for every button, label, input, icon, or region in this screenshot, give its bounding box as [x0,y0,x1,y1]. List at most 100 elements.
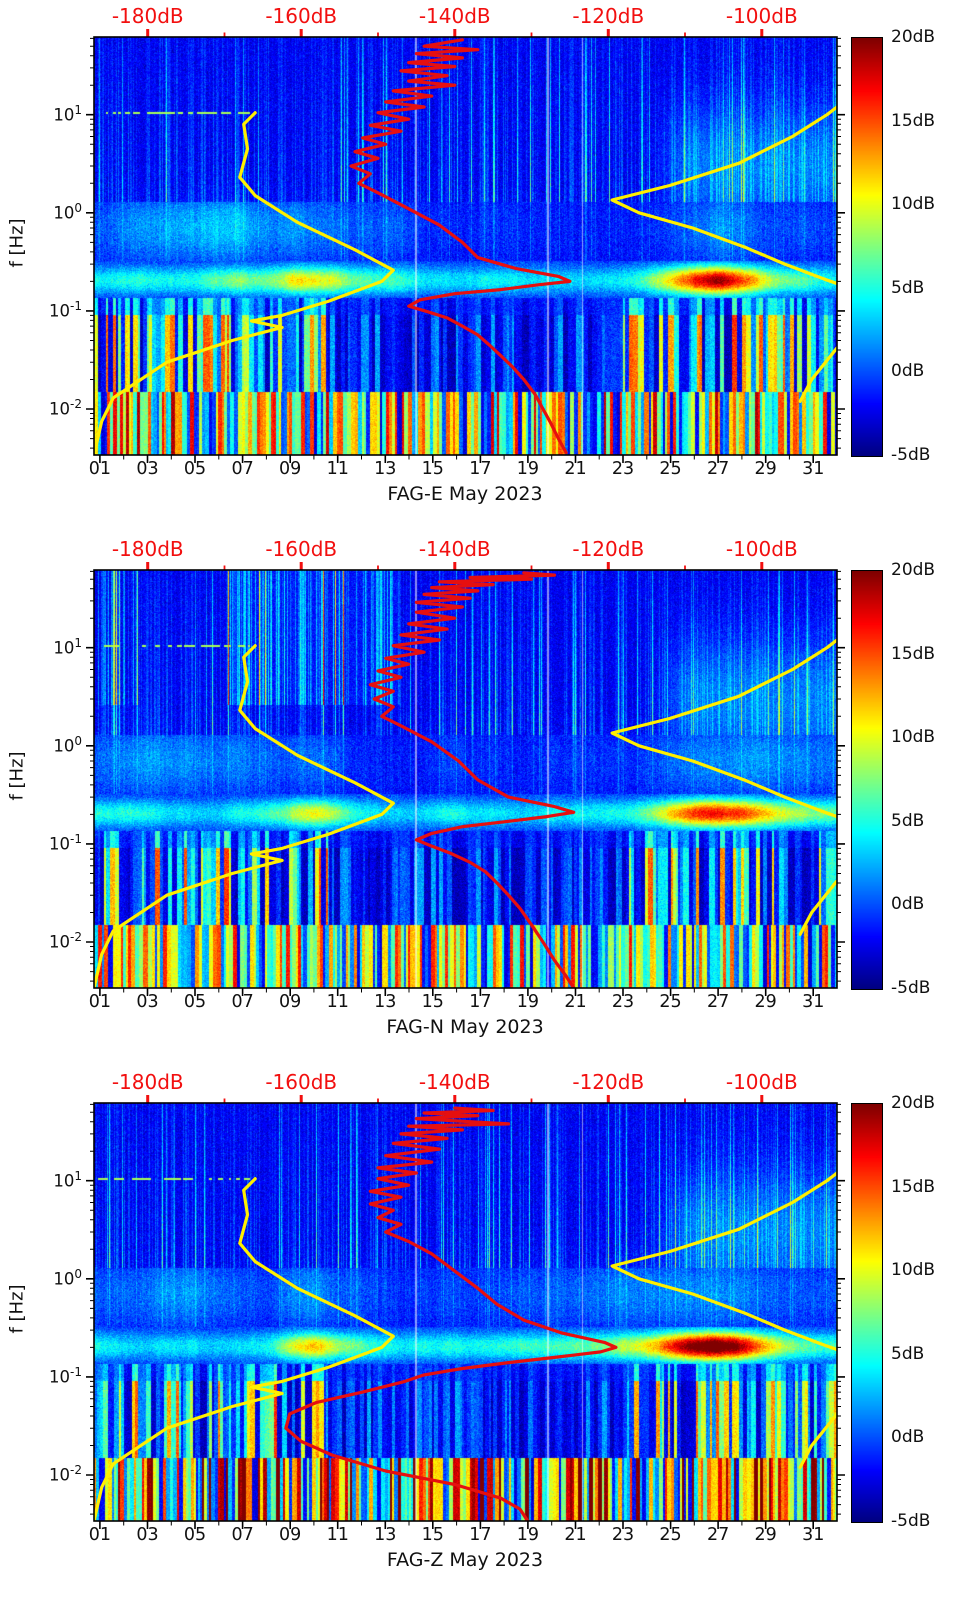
colorbar-tick-label: 5dB [891,277,925,298]
x-tick-label: 17 [469,992,492,1012]
x-tick-label: 29 [754,1525,777,1545]
colorbar-tick-label: 15dB [891,1176,936,1197]
panel-fag-n: -180dB -160dB -140dB -120dB -100dB f [Hz] 10… [0,533,962,1066]
x-tick-label: 13 [374,1525,397,1545]
y-tick-base: 10 [53,736,75,756]
y-tick-exponent: 0 [74,200,82,215]
colorbar-tick-label: 0dB [891,1427,925,1448]
y-tick-exponent: -1 [70,298,82,313]
x-tick-label: 23 [611,1525,635,1545]
x-tick-label: 29 [754,992,777,1012]
top-axis-tick-label: -100dB [725,4,798,28]
y-tick-label: 100 [53,201,82,223]
x-tick-label: 09 [279,1525,302,1545]
colorbar-tick-label: 5dB [891,1343,925,1364]
top-axis-tick-label: -140dB [418,1070,491,1094]
x-tick-label: 25 [659,459,682,479]
x-tick-label: 17 [469,459,492,479]
colorbar-tick-label: -5dB [891,1511,931,1531]
x-tick-label: 21 [564,1525,587,1545]
y-tick-label: 10-1 [49,299,82,321]
spectrogram-heatmap [94,570,837,988]
y-tick-base: 10 [49,932,71,952]
x-tick-label: 21 [564,992,587,1012]
y-tick-exponent: -2 [70,397,82,412]
colorbar-gradient [851,570,883,990]
colorbar-tick-label: 15dB [891,110,936,131]
y-tick-base: 10 [53,105,75,125]
colorbar-gradient [851,1103,883,1523]
x-tick-label: 25 [659,1525,682,1545]
x-tick-label: 17 [469,1525,492,1545]
top-axis-tick-label: -120dB [572,1070,645,1094]
colorbar-tick-label: 15dB [891,643,936,664]
top-axis-tick-label: -140dB [418,537,491,561]
y-tick-label: 100 [53,734,82,756]
x-tick-label: 03 [136,992,159,1012]
x-axis-title: FAG-N May 2023 [386,1016,544,1038]
x-tick-label: 03 [136,1525,159,1545]
y-tick-labels: 101 100 10-1 10-2 [0,0,86,533]
top-axis-tick-label: -160dB [265,537,338,561]
y-tick-base: 10 [53,203,75,223]
y-tick-base: 10 [53,1171,75,1191]
y-tick-exponent: 0 [74,733,82,748]
x-tick-label: 15 [421,459,444,479]
x-tick-label: 11 [326,459,349,479]
y-tick-exponent: 0 [74,1266,82,1281]
colorbar-tick-label: 0dB [891,361,925,382]
colorbar-tick-label: 20dB [891,560,936,580]
y-tick-base: 10 [49,1367,71,1387]
x-tick-label: 31 [802,992,825,1012]
colorbar-tick-label: -5dB [891,978,931,998]
x-tick-label: 09 [279,459,302,479]
y-tick-exponent: 1 [74,102,82,117]
x-tick-label: 31 [802,1525,825,1545]
colorbar-tick-label: 0dB [891,894,925,915]
top-axis-tick-label: -100dB [725,1070,798,1094]
x-tick-label: 05 [183,992,207,1012]
panel-fag-z: -180dB -160dB -140dB -120dB -100dB f [Hz] 10… [0,1066,962,1599]
x-tick-label: 13 [374,992,397,1012]
x-tick-label: 27 [706,1525,730,1545]
y-tick-exponent: 1 [74,635,82,650]
x-tick-label: 05 [183,1525,207,1545]
y-tick-exponent: -2 [70,1463,82,1478]
top-axis-tick-label: -180dB [111,4,184,28]
x-tick-label: 15 [421,992,444,1012]
y-tick-label: 101 [53,636,82,658]
x-tick-label: 15 [421,1525,444,1545]
x-tick-label: 21 [564,459,587,479]
x-tick-label: 27 [706,992,730,1012]
x-tick-label: 11 [326,992,349,1012]
y-tick-label: 10-2 [49,1463,82,1485]
x-tick-label: 01 [88,459,112,479]
y-tick-label: 10-2 [49,397,82,419]
colorbar-tick-label: 20dB [891,1093,936,1113]
x-tick-label: 27 [706,459,730,479]
y-tick-base: 10 [49,301,71,321]
y-tick-label: 100 [53,1267,82,1289]
x-tick-label: 05 [183,459,207,479]
top-axis-tick-label: -140dB [418,4,491,28]
colorbar-tick-label: 10dB [891,194,936,215]
x-tick-label: 11 [326,1525,349,1545]
y-tick-label: 10-1 [49,1365,82,1387]
x-axis-title: FAG-E May 2023 [387,483,543,505]
y-tick-exponent: -1 [70,1364,82,1379]
x-tick-label: 07 [231,992,254,1012]
x-tick-label: 31 [802,459,825,479]
x-tick-label: 09 [279,992,302,1012]
colorbar-tick-label: 10dB [891,727,936,748]
y-tick-base: 10 [53,1269,75,1289]
x-tick-label: 07 [231,459,254,479]
top-axis-tick-label: -160dB [265,1070,338,1094]
panel-fag-e: -180dB -160dB -140dB -120dB -100dB f [Hz] 10… [0,0,962,533]
colorbar-gradient [851,37,883,457]
y-tick-labels: 101 100 10-1 10-2 [0,533,86,1066]
y-tick-base: 10 [49,834,71,854]
y-tick-exponent: 1 [74,1168,82,1183]
x-tick-label: 03 [136,459,159,479]
x-axis-title: FAG-Z May 2023 [386,1549,544,1571]
